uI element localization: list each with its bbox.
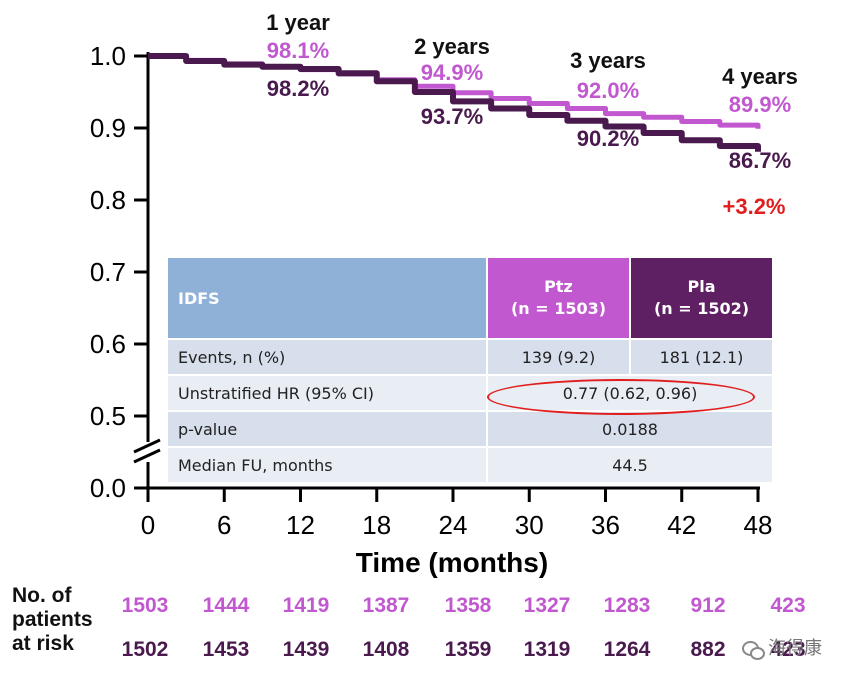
pla-rate-label: 90.2% xyxy=(577,126,639,151)
ptz-rate-label: 89.9% xyxy=(729,92,791,117)
table-header-row: IDFS Ptz (n = 1503) Pla (n = 1502) xyxy=(166,256,774,340)
table-row: Unstratified HR (95% CI) 0.77 (0.62, 0.9… xyxy=(166,374,774,412)
at-risk-pla-value: 1453 xyxy=(203,638,250,661)
y-tick-label: 0.8 xyxy=(90,185,126,215)
at-risk-pla-value: 1359 xyxy=(445,638,492,661)
at-risk-title: at risk xyxy=(12,632,74,655)
ptz-header-n: (n = 1503) xyxy=(510,299,607,318)
table-row: p-value 0.0188 xyxy=(166,410,774,448)
pla-header: Pla (n = 1502) xyxy=(629,256,774,340)
at-risk-pla-value: 882 xyxy=(690,638,725,661)
y-tick-label: 0.0 xyxy=(90,473,126,503)
idfs-header: IDFS xyxy=(166,256,488,340)
y-tick-label: 0.6 xyxy=(90,329,126,359)
axes: 1.0 0.9 0.8 0.7 0.6 0.5 0.0 0 6 12 18 24 30 36 42 48 Tim… xyxy=(90,41,773,578)
pvalue-value: 0.0188 xyxy=(486,410,774,448)
timepoint-label: 4 years xyxy=(722,64,798,89)
at-risk-title: patients xyxy=(12,608,93,631)
series-line-pla xyxy=(148,53,761,152)
at-risk-pla-value: 1319 xyxy=(524,638,571,661)
events-label: Events, n (%) xyxy=(166,338,488,376)
pla-rate-label: 98.2% xyxy=(267,76,329,101)
table-row: Events, n (%) 139 (9.2) 181 (12.1) xyxy=(166,338,774,376)
timepoint-label: 2 years xyxy=(414,34,490,59)
timepoint-label: 1 year xyxy=(266,10,330,35)
at-risk-ptz-value: 1327 xyxy=(524,594,571,617)
events-pla: 181 (12.1) xyxy=(629,338,774,376)
ptz-header-name: Ptz xyxy=(544,277,573,296)
at-risk-ptz-value: 1503 xyxy=(122,594,169,617)
pla-rate-label: 86.7% xyxy=(729,148,791,173)
pla-header-name: Pla xyxy=(687,277,716,296)
y-tick-label: 0.7 xyxy=(90,257,126,287)
median-label: Median FU, months xyxy=(166,446,488,484)
at-risk-ptz-value: 423 xyxy=(770,594,805,617)
at-risk-ptz-value: 1444 xyxy=(203,594,250,617)
x-tick-label: 36 xyxy=(591,510,620,540)
axis-break-mark xyxy=(133,448,161,464)
pla-header-n: (n = 1502) xyxy=(653,299,750,318)
at-risk-pla-value: 1502 xyxy=(122,638,169,661)
watermark-text: 海得康 xyxy=(768,638,822,659)
idfs-summary-table: IDFS Ptz (n = 1503) Pla (n = 1502) Event… xyxy=(166,256,774,484)
events-ptz: 139 (9.2) xyxy=(486,338,631,376)
at-risk-title: No. of xyxy=(12,584,72,607)
table-row: Median FU, months 44.5 xyxy=(166,446,774,484)
at-risk-pla-value: 423 xyxy=(770,638,805,661)
pvalue-label: p-value xyxy=(166,410,488,448)
survival-curves xyxy=(148,53,761,152)
at-risk-pla-value: 1408 xyxy=(363,638,410,661)
difference-label: +3.2% xyxy=(723,194,786,219)
x-tick-label: 30 xyxy=(515,510,544,540)
x-tick-label: 48 xyxy=(744,510,773,540)
timepoint-label: 3 years xyxy=(570,48,646,73)
at-risk-ptz-value: 912 xyxy=(690,594,725,617)
chat-icon xyxy=(742,640,765,660)
pla-rate-label: 93.7% xyxy=(421,104,483,129)
ptz-rate-label: 92.0% xyxy=(577,78,639,103)
median-value: 44.5 xyxy=(486,446,774,484)
at-risk-ptz-value: 1283 xyxy=(604,594,651,617)
x-tick-label: 24 xyxy=(439,510,468,540)
y-tick-label: 1.0 xyxy=(90,41,126,71)
axis-break-mark xyxy=(133,438,161,454)
at-risk-ptz-value: 1387 xyxy=(363,594,410,617)
at-risk-pla-value: 1264 xyxy=(604,638,651,661)
ptz-rate-label: 94.9% xyxy=(421,60,483,85)
x-tick-label: 18 xyxy=(362,510,391,540)
x-tick-label: 0 xyxy=(141,510,155,540)
at-risk-pla-value: 1439 xyxy=(283,638,330,661)
y-tick-label: 0.5 xyxy=(90,401,126,431)
hr-value: 0.77 (0.62, 0.96) xyxy=(486,374,774,412)
x-axis-label: Time (months) xyxy=(356,547,548,578)
x-tick-label: 12 xyxy=(286,510,315,540)
x-tick-label: 42 xyxy=(667,510,696,540)
at-risk-ptz-value: 1419 xyxy=(283,594,330,617)
hr-label: Unstratified HR (95% CI) xyxy=(166,374,488,412)
x-tick-label: 6 xyxy=(217,510,231,540)
y-tick-label: 0.9 xyxy=(90,113,126,143)
watermark: 海得康 xyxy=(742,634,822,660)
ptz-rate-label: 98.1% xyxy=(267,38,329,63)
ptz-header: Ptz (n = 1503) xyxy=(486,256,631,340)
at-risk-ptz-value: 1358 xyxy=(445,594,492,617)
